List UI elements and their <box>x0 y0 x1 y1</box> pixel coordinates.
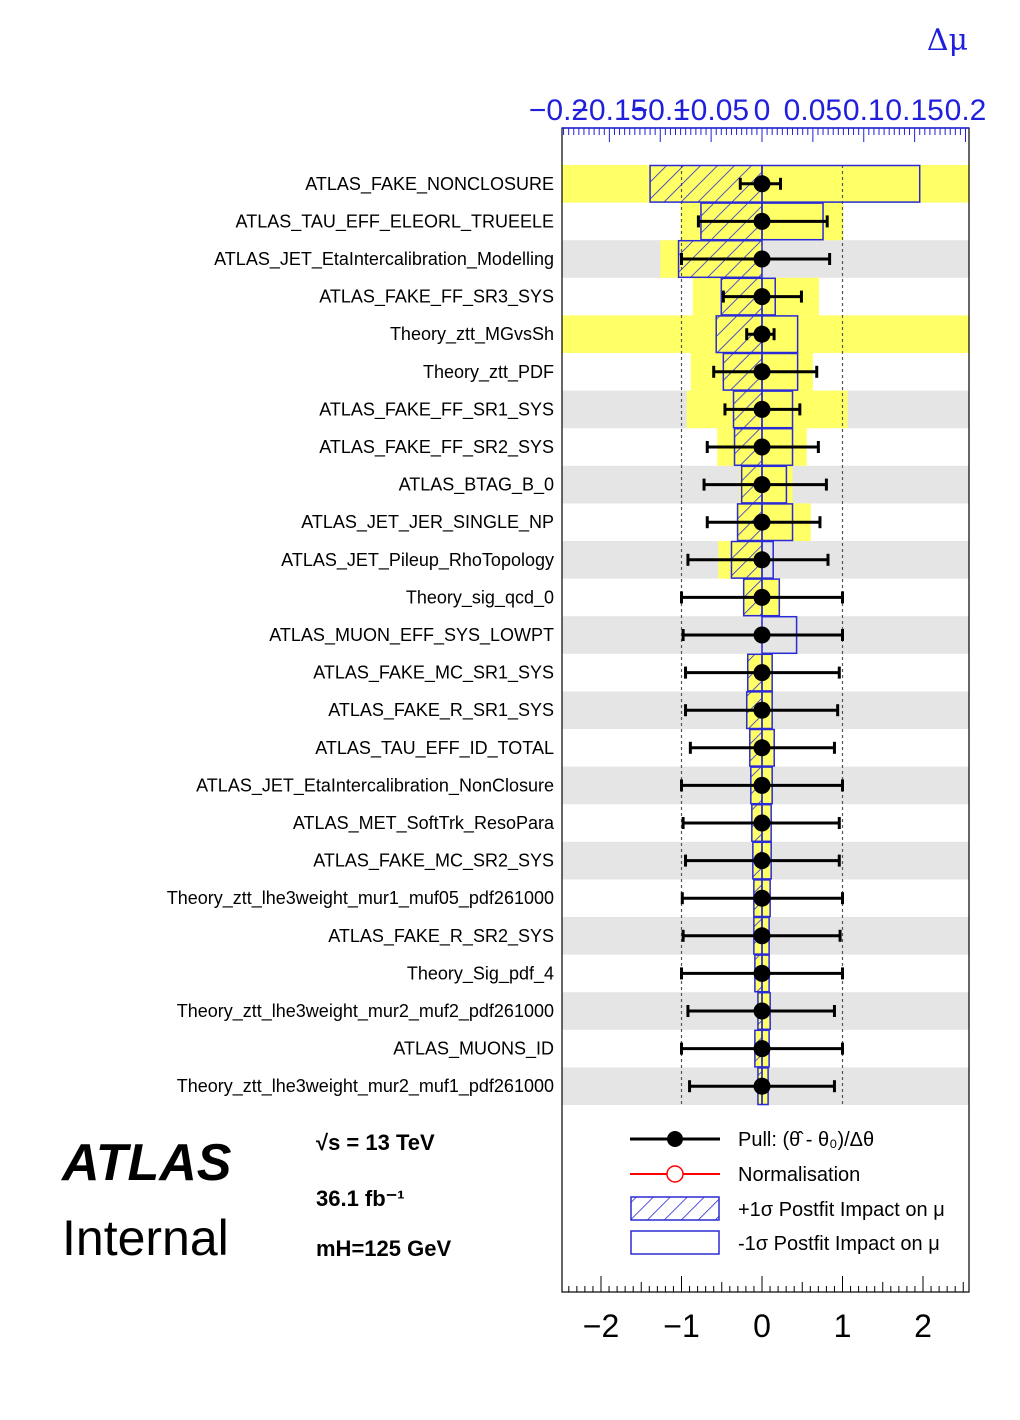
pull-marker <box>753 363 771 381</box>
parameter-labels: ATLAS_FAKE_NONCLOSURE ATLAS_TAU_EFF_ELEOR… <box>167 174 555 1097</box>
parameter-label: ATLAS_TAU_EFF_ELEORL_TRUEELE <box>236 211 554 232</box>
parameter-label: Theory_ztt_lhe3weight_mur2_muf2_pdf26100… <box>177 1001 554 1022</box>
bottom-axis-tick-label: 0 <box>753 1308 771 1344</box>
pull-marker <box>753 1077 771 1095</box>
parameter-label: ATLAS_MUONS_ID <box>393 1039 554 1060</box>
parameter-label: Theory_ztt_MGvsSh <box>390 324 554 345</box>
mass-label: mH=125 GeV <box>316 1236 451 1261</box>
parameter-label: ATLAS_FAKE_FF_SR2_SYS <box>319 437 554 458</box>
pull-marker <box>753 889 771 907</box>
top-axis-tick-label: −0.05 <box>673 94 749 127</box>
top-axis-tick-label: −0.1 <box>631 94 690 127</box>
pull-marker <box>753 212 771 230</box>
parameter-label: Theory_ztt_lhe3weight_mur2_muf1_pdf26100… <box>177 1076 554 1097</box>
parameter-label: ATLAS_FAKE_R_SR1_SYS <box>328 700 554 721</box>
bottom-axis: −2 −1 0 1 2 <box>568 1276 964 1344</box>
parameter-label: ATLAS_FAKE_FF_SR1_SYS <box>319 399 554 420</box>
top-axis-tick-label: 0.15 <box>885 94 943 127</box>
parameter-label: ATLAS_JET_Pileup_RhoTopology <box>281 550 554 571</box>
pull-marker <box>753 927 771 945</box>
parameter-label: ATLAS_MET_SoftTrk_ResoPara <box>293 813 555 834</box>
legend-entry-pull: Pull: (θ̂ - θ₀)/Δθ <box>630 1129 874 1151</box>
pull-marker <box>753 776 771 794</box>
parameter-label: Theory_ztt_PDF <box>423 362 554 383</box>
parameter-label: ATLAS_JET_EtaIntercalibration_NonClosure <box>196 775 554 796</box>
atlas-label: ATLAS <box>60 1134 232 1192</box>
parameter-label: ATLAS_JET_JER_SINGLE_NP <box>301 512 554 533</box>
pull-marker <box>753 513 771 531</box>
pull-marker <box>753 288 771 306</box>
energy-label: √s = 13 TeV <box>316 1130 435 1155</box>
lumi-label: 36.1 fb⁻¹ <box>316 1186 405 1211</box>
pull-marker <box>753 325 771 343</box>
pull-marker <box>753 438 771 456</box>
pull-marker <box>753 739 771 757</box>
parameter-label: ATLAS_MUON_EFF_SYS_LOWPT <box>269 625 554 646</box>
parameter-label: ATLAS_FAKE_FF_SR3_SYS <box>319 287 554 308</box>
top-axis-title: Δμ <box>927 23 968 58</box>
parameter-label: Theory_ztt_lhe3weight_mur1_muf05_pdf2610… <box>167 888 554 909</box>
parameter-label: ATLAS_TAU_EFF_ID_TOTAL <box>315 738 554 759</box>
pull-markers <box>680 175 844 1095</box>
legend-label-minus-impact: -1σ Postfit Impact on μ <box>738 1233 940 1255</box>
legend-entry-normalisation: Normalisation <box>630 1164 860 1186</box>
parameter-label: ATLAS_JET_EtaIntercalibration_Modelling <box>214 249 554 270</box>
parameter-label: Theory_Sig_pdf_4 <box>407 963 554 984</box>
parameter-label: ATLAS_FAKE_NONCLOSURE <box>305 174 554 195</box>
pull-marker <box>753 400 771 418</box>
parameter-label: Theory_sig_qcd_0 <box>406 587 554 608</box>
pull-marker <box>753 852 771 870</box>
pull-marker <box>753 551 771 569</box>
pull-marker <box>753 588 771 606</box>
pull-marker <box>753 626 771 644</box>
bottom-axis-tick-label: −2 <box>583 1308 619 1344</box>
top-axis-tick-label: 0 <box>754 94 771 127</box>
pull-marker <box>753 175 771 193</box>
top-axis-tick-label: 0.05 <box>784 94 842 127</box>
top-axis-tick-label: 0.1 <box>843 94 885 127</box>
pull-marker <box>753 476 771 494</box>
legend-label-normalisation: Normalisation <box>738 1164 860 1186</box>
pull-marker <box>753 664 771 682</box>
top-axis: −0.2−0.15−0.1−0.05 0 0.05 0.1 0.15 0.2 <box>529 94 986 142</box>
pull-marker <box>753 701 771 719</box>
bottom-axis-tick-label: −1 <box>663 1308 699 1344</box>
top-axis-tick-label: −0.2 <box>529 94 588 127</box>
bottom-axis-tick-label: 1 <box>834 1308 852 1344</box>
parameter-label: ATLAS_FAKE_R_SR2_SYS <box>328 926 554 947</box>
top-axis-tick-label: −0.15 <box>571 94 647 127</box>
top-axis-tick-label: 0.2 <box>945 94 987 127</box>
pull-marker <box>753 250 771 268</box>
pull-marker <box>753 1002 771 1020</box>
legend: Pull: (θ̂ - θ₀)/Δθ Normalisation +1σ Pos… <box>630 1129 945 1255</box>
legend-label-plus-impact: +1σ Postfit Impact on μ <box>738 1199 945 1221</box>
status-label: Internal <box>62 1210 229 1266</box>
legend-entry-minus-impact: -1σ Postfit Impact on μ <box>630 1230 940 1255</box>
legend-label-pull: Pull: (θ̂ - θ₀)/Δθ <box>738 1129 874 1151</box>
pull-marker <box>753 814 771 832</box>
parameter-label: ATLAS_FAKE_MC_SR1_SYS <box>313 663 554 684</box>
bottom-axis-tick-label: 2 <box>914 1308 932 1344</box>
pull-marker <box>753 964 771 982</box>
parameter-label: ATLAS_FAKE_MC_SR2_SYS <box>313 851 554 872</box>
legend-entry-plus-impact: +1σ Postfit Impact on μ <box>630 1196 945 1221</box>
parameter-label: ATLAS_BTAG_B_0 <box>399 475 554 496</box>
pull-marker <box>753 1040 771 1058</box>
